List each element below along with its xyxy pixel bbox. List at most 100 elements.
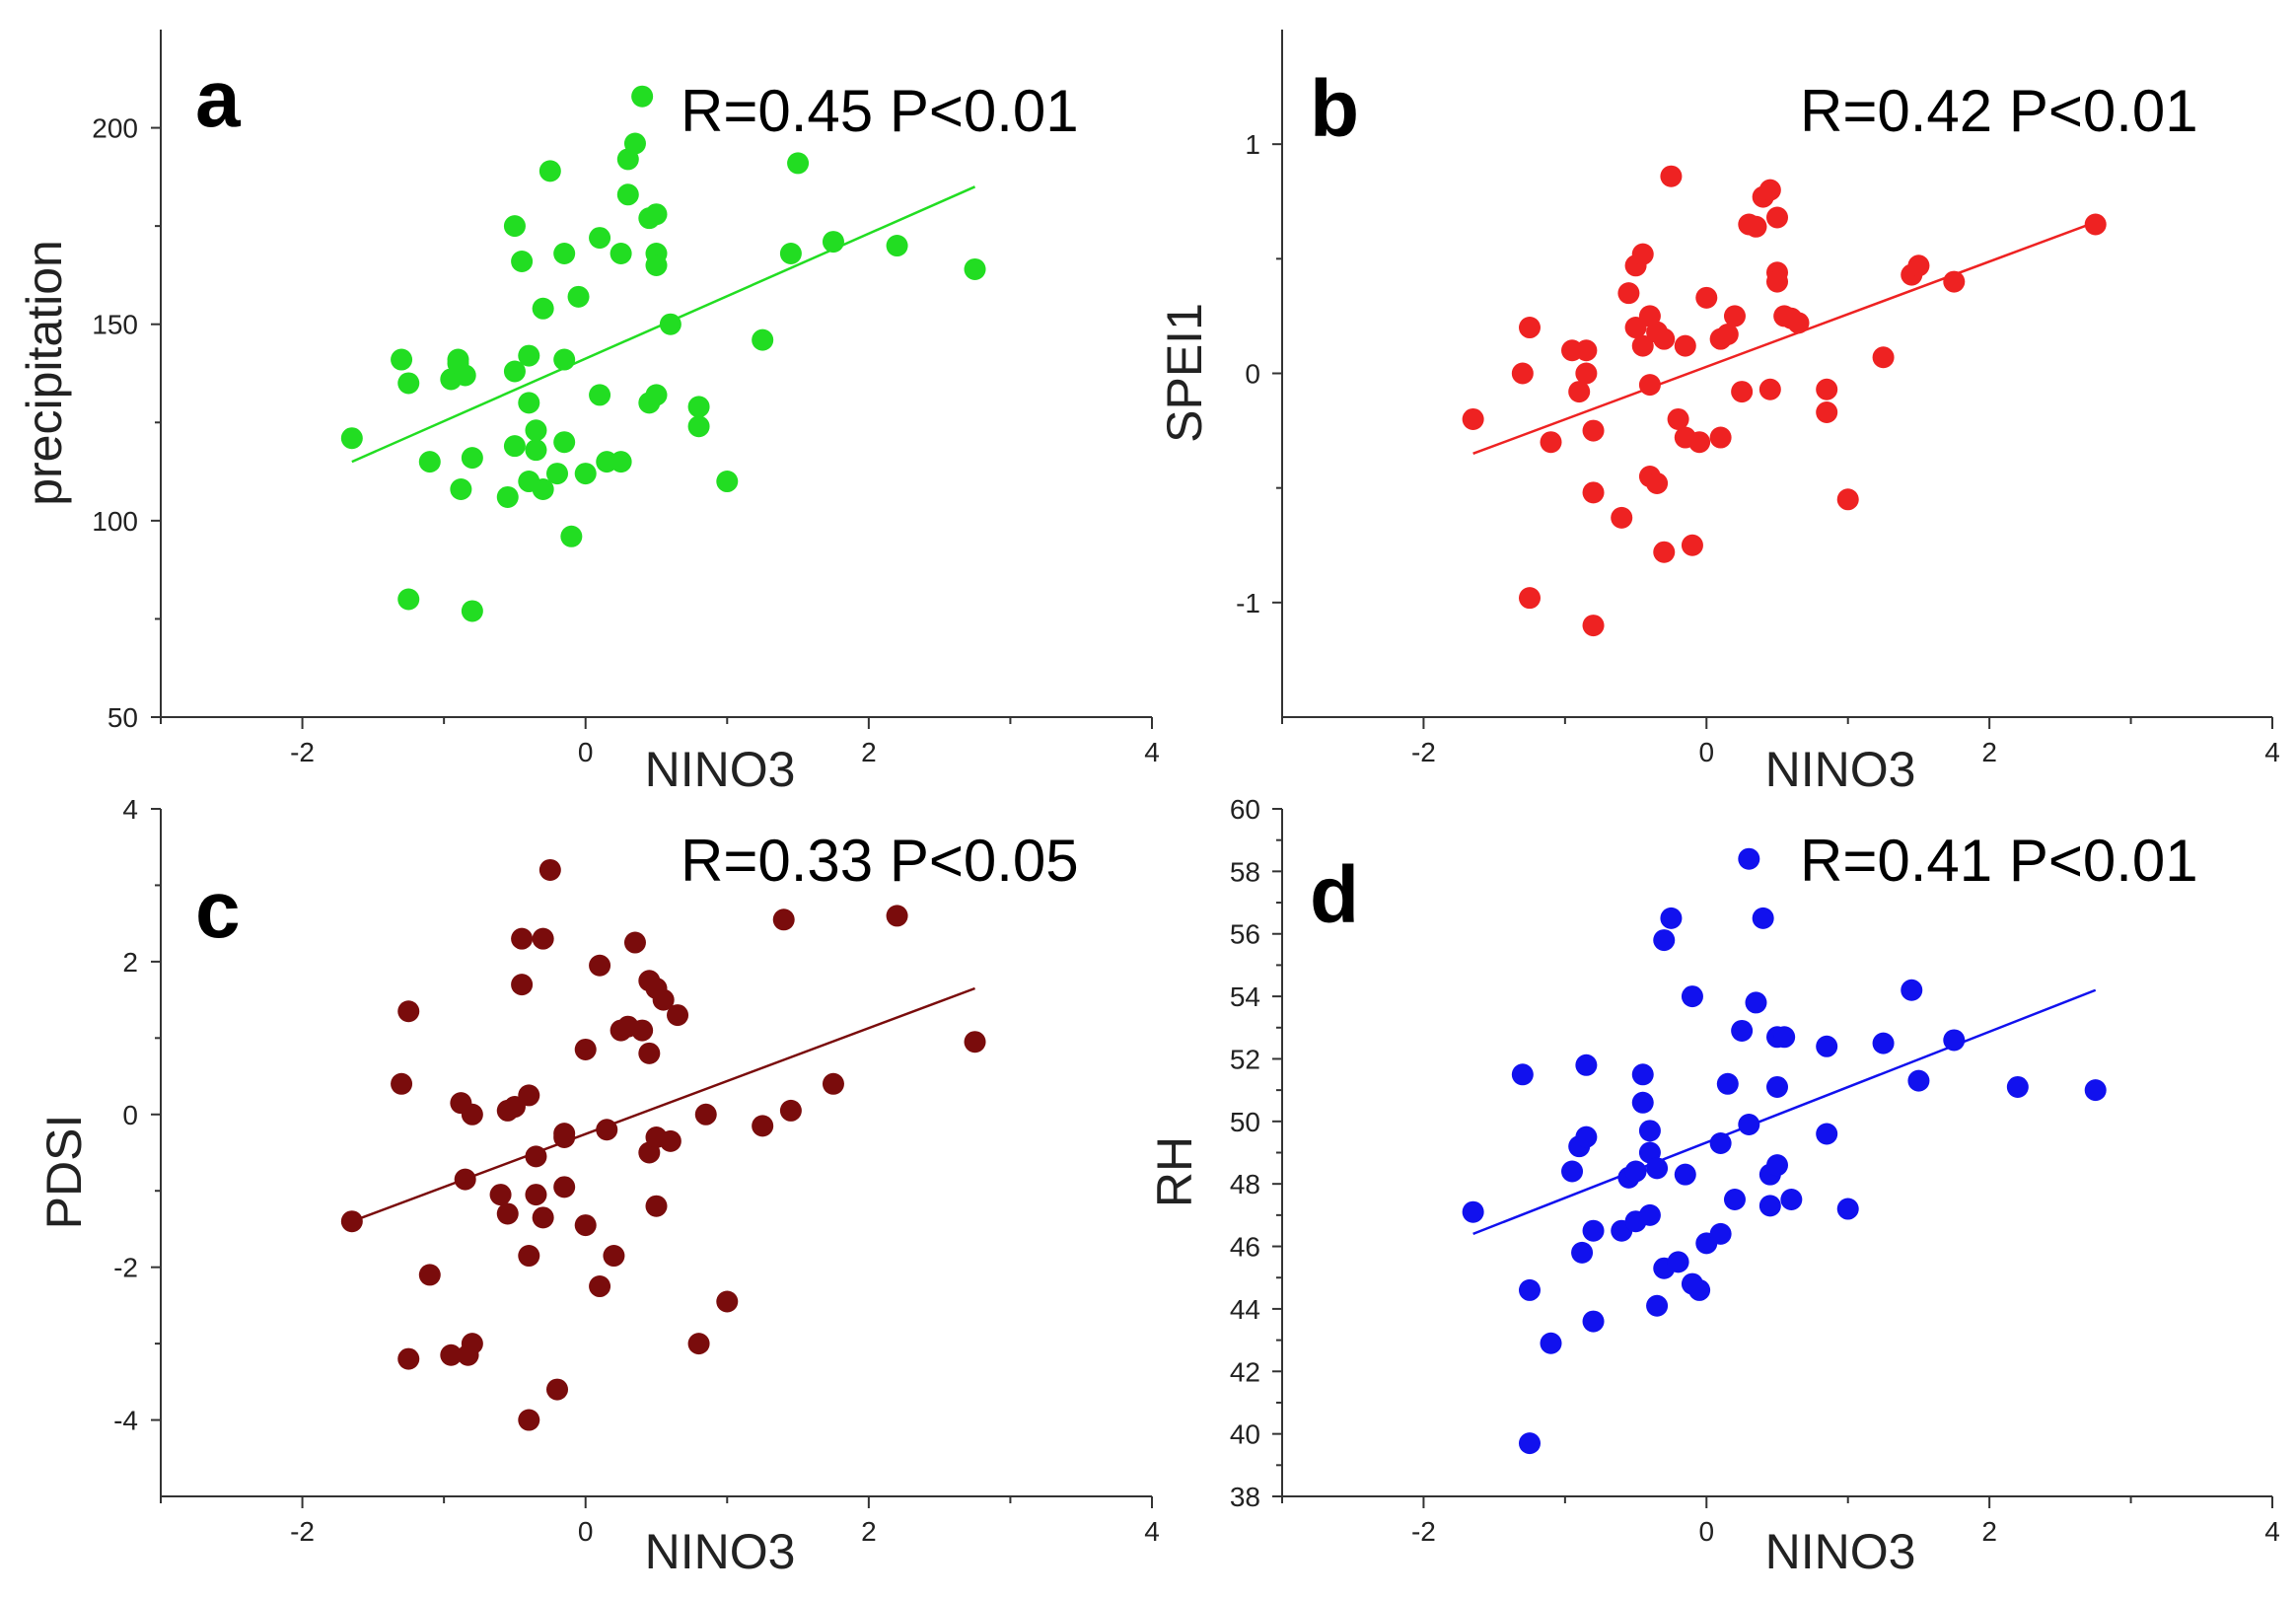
- data-point: [1462, 407, 1484, 430]
- data-point: [1758, 179, 1781, 201]
- data-point: [1631, 334, 1654, 357]
- data-point: [1766, 270, 1788, 293]
- data-point: [454, 364, 476, 387]
- data-point: [1836, 1198, 1859, 1220]
- data-point: [496, 485, 519, 508]
- data-point: [532, 927, 554, 950]
- data-point: [631, 85, 654, 108]
- data-point: [1519, 1278, 1541, 1301]
- data-point: [391, 348, 413, 371]
- data-point: [1872, 1032, 1895, 1054]
- data-point: [538, 858, 561, 881]
- data-point: [391, 1072, 413, 1095]
- data-point: [1745, 215, 1767, 238]
- data-point: [1943, 1029, 1966, 1052]
- data-point: [553, 348, 576, 371]
- data-point: [511, 250, 534, 272]
- data-point: [1561, 1160, 1584, 1183]
- data-point: [518, 344, 540, 367]
- data-point: [518, 1409, 540, 1431]
- x-tick-label: 2: [1981, 1516, 1997, 1547]
- data-point: [772, 908, 795, 931]
- data-point: [1568, 381, 1591, 403]
- data-point: [340, 427, 363, 450]
- stats-annotation: R=0.42 P<0.01: [1800, 78, 2198, 144]
- data-point: [518, 1084, 540, 1107]
- data-point: [822, 1072, 844, 1095]
- data-point: [340, 1210, 363, 1233]
- y-tick-label: 56: [1230, 919, 1260, 950]
- x-tick-label: 4: [1144, 737, 1160, 767]
- data-point: [546, 1378, 568, 1401]
- data-point: [1723, 305, 1746, 327]
- data-point: [1667, 1251, 1689, 1273]
- y-tick-label: -2: [113, 1253, 138, 1283]
- data-point: [532, 477, 554, 500]
- data-point: [461, 447, 483, 470]
- data-point: [1540, 431, 1562, 454]
- data-point: [1519, 1432, 1541, 1455]
- y-tick-label: 150: [92, 310, 138, 340]
- data-point: [2084, 1079, 2107, 1102]
- data-point: [1681, 985, 1703, 1008]
- data-point: [716, 1290, 739, 1313]
- data-point: [454, 1168, 476, 1191]
- y-tick-label: 46: [1230, 1232, 1260, 1263]
- data-point: [1519, 587, 1541, 610]
- data-point: [1716, 1072, 1739, 1095]
- data-point: [1540, 1332, 1562, 1354]
- data-point: [1816, 1035, 1838, 1057]
- data-point: [596, 1119, 618, 1141]
- data-point: [1731, 1019, 1754, 1042]
- data-point: [1575, 362, 1598, 385]
- stats-annotation: R=0.45 P<0.01: [681, 78, 1079, 144]
- data-point: [1624, 1160, 1647, 1183]
- data-point: [1462, 1200, 1484, 1223]
- data-point: [589, 384, 611, 406]
- data-point: [886, 235, 908, 257]
- data-point: [645, 384, 668, 406]
- panel-a: 50 100 150 200 -2 0 2 4 a R=0.45 P<0.01 NINO3 preci…: [17, 30, 1160, 797]
- data-point: [511, 927, 534, 950]
- y-tick-label: 60: [1230, 794, 1260, 825]
- data-point: [1709, 1131, 1732, 1154]
- data-point: [1660, 165, 1683, 187]
- data-point: [779, 1099, 802, 1122]
- x-tick-label: -2: [290, 1516, 315, 1547]
- data-point: [1571, 1241, 1594, 1264]
- y-tick-label: 4: [122, 794, 138, 825]
- data-point: [1653, 929, 1676, 952]
- x-tick-label: 0: [578, 1516, 594, 1547]
- data-point: [2006, 1075, 2029, 1098]
- data-point: [532, 1206, 554, 1229]
- y-tick-label: 50: [108, 702, 138, 733]
- data-point: [1688, 431, 1711, 454]
- data-point: [1660, 907, 1683, 929]
- data-point: [1766, 206, 1788, 229]
- data-point: [1646, 1294, 1669, 1317]
- panel-c: -4 -2 0 2 4 -2 0 2 4 c R=0.33 P<0.05 NINO3 PDSI: [36, 794, 1160, 1579]
- data-point: [461, 1333, 483, 1355]
- stats-annotation: R=0.41 P<0.01: [1800, 828, 2198, 894]
- y-tick-label: 52: [1230, 1044, 1260, 1074]
- data-point: [1631, 243, 1654, 265]
- data-point: [645, 1195, 668, 1217]
- data-point: [1575, 1053, 1598, 1076]
- data-point: [1766, 1154, 1788, 1177]
- data-point: [610, 451, 632, 473]
- data-point: [1674, 334, 1696, 357]
- data-point: [1667, 407, 1689, 430]
- data-point: [1738, 847, 1760, 870]
- data-point: [716, 471, 739, 493]
- data-point: [1575, 1126, 1598, 1148]
- data-point: [1816, 378, 1838, 400]
- panel-letter: a: [195, 54, 242, 144]
- data-point: [610, 243, 632, 265]
- data-point: [645, 254, 668, 276]
- fit-line: [1472, 220, 2097, 455]
- data-point: [645, 203, 668, 226]
- data-point: [397, 1000, 420, 1023]
- panel-d: 38 40 42 44 46 48 50 52 54 56 58 60 -2 0 2 4 d R=0.41 P<0…: [1147, 794, 2280, 1579]
- data-point: [567, 285, 590, 308]
- y-tick-label: 200: [92, 113, 138, 144]
